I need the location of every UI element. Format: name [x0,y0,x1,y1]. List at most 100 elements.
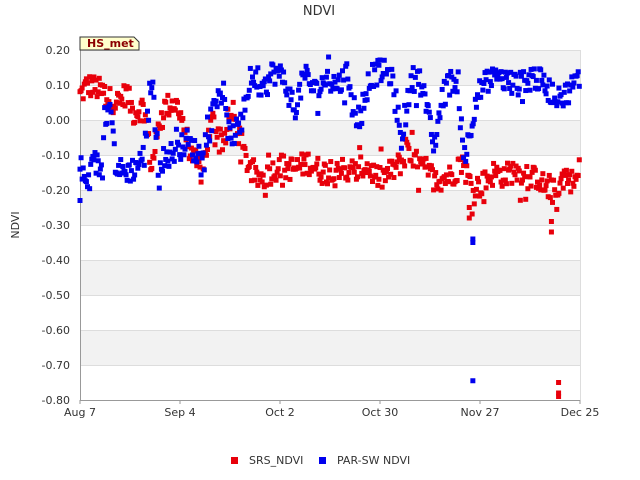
srs-ndvi-point [238,159,244,165]
srs-ndvi-point [409,129,415,135]
srs-ndvi-point [416,187,422,193]
par-sw-ndvi-point [344,61,350,67]
par-sw-ndvi-point [201,167,207,173]
srs-ndvi-point [360,173,366,179]
par-sw-ndvi-point [120,163,126,169]
srs-ndvi-point [376,176,382,182]
par-sw-ndvi-point [475,92,480,98]
srs-ndvi-point [272,173,278,179]
srs-ndvi-point [406,145,412,151]
par-sw-ndvi-point [490,66,495,72]
par-sw-ndvi-point [94,152,100,158]
par-sw-ndvi-point [142,130,148,136]
srs-ndvi-point [473,186,479,192]
srs-ndvi-point [492,168,498,174]
srs-ndvi-point [242,145,248,151]
srs-ndvi-point [560,185,566,191]
srs-ndvi-point [118,93,124,99]
srs-ndvi-point [420,160,426,166]
par-sw-ndvi-point [175,139,180,145]
srs-ndvi-point [539,177,545,183]
par-sw-ndvi-point [314,80,320,86]
par-sw-ndvi-point [525,80,531,86]
par-sw-ndvi-point [408,73,414,79]
par-sw-ndvi-point [406,102,412,108]
srs-ndvi-point [216,149,222,155]
srs-ndvi-point [337,166,343,172]
srs-ndvi-point [125,100,131,106]
srs-ndvi-point [151,155,157,161]
par-sw-ndvi-point [207,138,213,144]
par-sw-ndvi-point [378,78,384,84]
par-sw-ndvi-point [137,150,143,156]
par-sw-ndvi-point [105,107,111,113]
par-sw-ndvi-point [185,141,191,147]
srs-ndvi-point [78,88,84,94]
par-sw-ndvi-point [126,162,132,168]
par-sw-ndvi-point [198,172,204,178]
par-sw-ndvi-point [567,88,573,94]
par-sw-ndvi-point [332,79,338,85]
srs-ndvi-point [464,163,470,169]
par-sw-ndvi-point [87,186,93,192]
par-sw-ndvi-point [193,155,199,161]
srs-ndvi-point [449,172,455,178]
srs-ndvi-point [113,99,119,105]
srs-ndvi-point [251,157,257,163]
par-sw-ndvi-point [558,92,564,98]
par-sw-ndvi-point [315,110,321,116]
srs-ndvi-point [122,103,128,109]
par-sw-ndvi-point [334,86,340,92]
srs-ndvi-point [194,163,200,169]
srs-ndvi-point [438,187,444,193]
plot-band [80,225,580,260]
srs-ndvi-point [253,164,259,170]
srs-ndvi-point [229,116,235,122]
par-sw-ndvi-point [200,150,206,156]
srs-ndvi-point [336,175,342,181]
par-sw-ndvi-point [277,63,283,69]
srs-ndvi-point [511,169,517,175]
plot-band [80,260,580,295]
srs-ndvi-point [375,182,381,188]
par-sw-ndvi-point [336,72,342,78]
srs-ndvi-point [102,83,108,89]
par-sw-ndvi-point [146,117,152,123]
par-sw-ndvi-point [483,77,489,83]
srs-ndvi-point [483,185,489,191]
srs-ndvi-point [226,115,232,121]
srs-ndvi-point [370,179,375,185]
par-sw-ndvi-point [127,178,133,184]
par-sw-ndvi-point [436,110,442,116]
srs-ndvi-point [482,169,488,175]
par-sw-ndvi-point [397,129,403,135]
par-sw-ndvi-point [478,94,484,100]
par-sw-ndvi-point [485,88,491,94]
par-sw-ndvi-point [145,108,150,114]
par-sw-ndvi-point [209,128,215,134]
srs-ndvi-point [338,170,344,176]
par-sw-ndvi-point [304,67,310,73]
par-sw-ndvi-point [348,92,354,98]
srs-ndvi-point [467,174,473,180]
par-sw-ndvi-point [372,67,378,73]
par-sw-ndvi-point [181,152,187,158]
par-sw-ndvi-point [268,71,274,77]
srs-ndvi-point [172,107,178,113]
par-sw-ndvi-point [227,125,233,131]
srs-ndvi-point [396,154,402,160]
par-sw-ndvi-point [486,69,492,75]
par-sw-ndvi-point [458,116,464,122]
par-sw-ndvi-point [298,95,304,101]
par-sw-ndvi-point [492,72,498,78]
par-sw-ndvi-point [361,105,367,111]
par-sw-ndvi-point [190,152,195,158]
par-sw-ndvi-point [360,91,366,97]
par-sw-ndvi-point [311,88,317,94]
srs-ndvi-point [236,141,242,147]
par-sw-ndvi-point [86,172,92,178]
par-sw-ndvi-point [257,84,263,90]
par-sw-ndvi-point [570,84,576,90]
par-sw-ndvi-point [275,67,281,73]
par-sw-ndvi-point [326,54,332,60]
